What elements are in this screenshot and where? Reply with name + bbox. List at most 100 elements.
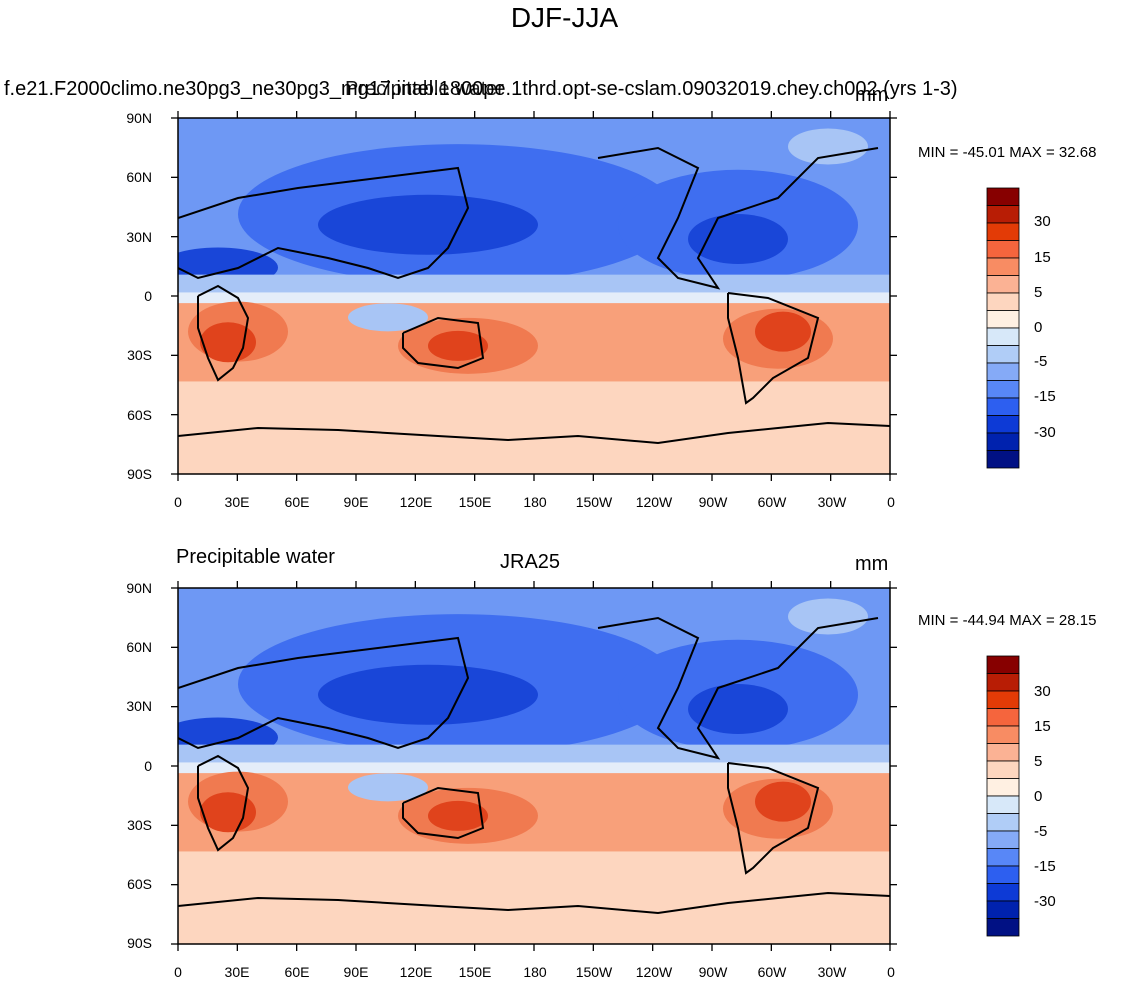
panel2-lon-tick: 60W <box>757 964 787 980</box>
colorbar-swatch <box>986 275 1020 294</box>
panel2-lon-tick: 180 <box>523 964 547 980</box>
panel2-lat-tick: 30S <box>127 817 152 833</box>
colorbar-swatch <box>986 292 1020 311</box>
panel2-lon-tick: 90W <box>698 964 728 980</box>
panel2-lat-tick: 60N <box>126 639 152 655</box>
figure-title: DJF-JJA <box>510 2 619 33</box>
panel2-lon-tick: 30W <box>817 964 847 980</box>
colorbar-swatch <box>986 900 1020 919</box>
panel1-minmax: MIN = -45.01 MAX = 32.68 <box>918 144 1097 161</box>
panel2-colorbar-label: 15 <box>1034 718 1051 735</box>
colorbar-swatch <box>986 222 1020 241</box>
panel2-colorbar-label: 0 <box>1034 788 1043 805</box>
panel1-lon-tick: 120W <box>635 494 673 510</box>
colorbar-swatch <box>986 205 1020 224</box>
colorbar-swatch <box>986 725 1020 744</box>
colorbar-swatch <box>986 380 1020 399</box>
panel1-colorbar-label: -15 <box>1034 388 1056 405</box>
coastline-samerica <box>727 292 820 405</box>
colorbar-swatch <box>986 310 1020 329</box>
panel1-units: mm <box>855 84 889 106</box>
panel1-lon-tick: 180 <box>523 494 547 510</box>
panel1-colorbar-label: -5 <box>1034 353 1048 370</box>
panel1-lon-tick: 90E <box>343 494 369 510</box>
panel2-colorbar <box>986 655 1020 937</box>
coastline-australia <box>402 786 485 840</box>
colorbar-swatch <box>986 450 1020 469</box>
light-neg-indian-ocean <box>348 773 428 802</box>
panel2-colorbar-label: 5 <box>1034 753 1043 770</box>
panel2-lat-tick: 60S <box>127 876 152 892</box>
panel2-variable-label: Precipitable water <box>176 546 335 568</box>
panel1-lat-tick: 0 <box>144 288 152 304</box>
panel1-lon-tick: 150E <box>458 494 492 510</box>
coastline-eurasia <box>178 166 470 280</box>
panel1-lat-tick: 60N <box>126 169 152 185</box>
panel1-case-label: f.e21.F2000climo.ne30pg3_ne30pg3_mg17.in… <box>4 78 958 100</box>
panel2-dataset-label: JRA25 <box>500 551 561 573</box>
panel2-lon-tick: 150W <box>575 964 613 980</box>
panel2-lon-tick: 0 <box>887 964 895 980</box>
panel1-lon-tick: 120E <box>399 494 433 510</box>
zero-band <box>178 292 890 304</box>
strong-neg-namerica <box>688 214 788 265</box>
panel2-lon-tick: 60E <box>284 964 310 980</box>
strong-pos-africa <box>200 322 256 363</box>
colorbar-swatch <box>986 673 1020 692</box>
coastline-antarctica <box>178 421 890 445</box>
panel1-map <box>171 111 897 481</box>
colorbar-swatch <box>986 257 1020 276</box>
panel1-lon-tick: 60E <box>284 494 310 510</box>
coastline-samerica <box>727 762 820 875</box>
panel2-lon-tick: 120W <box>635 964 673 980</box>
panel1-lat-tick: 30N <box>126 229 152 245</box>
colorbar-swatch <box>986 415 1020 434</box>
panel1-lon-tick: 30E <box>224 494 250 510</box>
colorbar-swatch <box>986 690 1020 709</box>
panel1-lat-tick: 90N <box>126 110 152 126</box>
strong-pos-samerica <box>755 781 811 822</box>
coastline-eurasia <box>178 636 470 750</box>
panel2-map <box>171 581 897 951</box>
panel1-lat-tick: 90S <box>127 466 152 482</box>
panel2-lat-tick: 0 <box>144 758 152 774</box>
colorbar-swatch <box>986 397 1020 416</box>
strong-pos-australia <box>428 800 488 831</box>
panel1-colorbar-label: 30 <box>1034 213 1051 230</box>
strong-neg-namerica <box>688 684 788 735</box>
panel2-minmax: MIN = -44.94 MAX = 28.15 <box>918 612 1097 629</box>
panel1-colorbar-label: 15 <box>1034 249 1051 266</box>
panel1-variable-label: Precipitable water <box>345 78 504 100</box>
panel1-colorbar-label: 5 <box>1034 284 1043 301</box>
colorbar-swatch <box>986 813 1020 832</box>
coastline-australia <box>402 316 485 370</box>
panel1-colorbar-label: -30 <box>1034 424 1056 441</box>
colorbar-swatch <box>986 432 1020 451</box>
colorbar-swatch <box>986 708 1020 727</box>
panel2-lon-tick: 30E <box>224 964 250 980</box>
colorbar-swatch <box>986 883 1020 902</box>
panel2-colorbar-label: 30 <box>1034 683 1051 700</box>
panel1-lat-tick: 30S <box>127 347 152 363</box>
colorbar-swatch <box>986 655 1020 674</box>
panel2-lon-tick: 90E <box>343 964 369 980</box>
panel2-colorbar-label: -15 <box>1034 858 1056 875</box>
strong-pos-africa <box>200 792 256 833</box>
colorbar-swatch <box>986 830 1020 849</box>
coastline-africa <box>197 284 250 382</box>
light-neg-greenland <box>788 598 868 635</box>
panel2-lon-tick: 150E <box>458 964 492 980</box>
panel1-colorbar-label: 0 <box>1034 319 1043 336</box>
panel2-lat-tick: 90N <box>126 580 152 596</box>
panel2-lat-tick: 90S <box>127 935 152 951</box>
strong-neg-asia <box>318 194 538 255</box>
zero-band <box>178 762 890 774</box>
panel2-units: mm <box>855 553 889 575</box>
coastline-namerica <box>597 616 879 760</box>
colorbar-swatch <box>986 327 1020 346</box>
panel1-lon-tick: 90W <box>698 494 728 510</box>
panel1-lon-tick: 0 <box>887 494 895 510</box>
colorbar-swatch <box>986 240 1020 259</box>
panel1-lat-tick: 60S <box>127 407 152 423</box>
panel1-colorbar <box>986 187 1020 469</box>
